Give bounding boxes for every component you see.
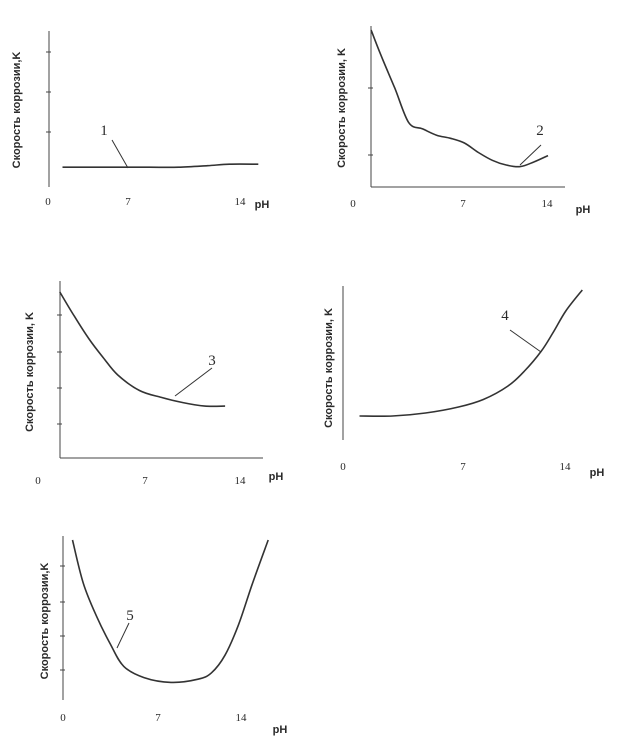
y-axis-label: Скорость коррозии,K [11, 52, 23, 169]
series-line-4 [359, 289, 583, 418]
chart-panel-4: Скорость коррозии, K 0 7 14 pH 4 [323, 286, 604, 479]
x-tick-label: 0 [35, 475, 41, 487]
x-tick-label: 14 [235, 196, 247, 208]
curve-label: 5 [126, 608, 134, 624]
x-axis-label: pH [269, 471, 284, 483]
curve-leader-line [509, 329, 542, 353]
x-tick-label: 14 [235, 475, 247, 487]
y-axis-label: Скорость коррозии, K [336, 48, 348, 168]
x-tick-label: 0 [45, 196, 51, 208]
curve-leader-line [519, 144, 542, 166]
y-axis-label: Скорость коррозии,K [39, 563, 51, 680]
x-axis-label: pH [273, 724, 288, 736]
y-axis-label: Скорость коррозии, K [323, 308, 335, 428]
curve-label: 2 [536, 123, 544, 139]
series-line-5 [71, 539, 269, 684]
y-axis-label: Скорость коррозии, K [24, 312, 36, 432]
x-axis-label: pH [576, 204, 591, 216]
curve-label: 1 [100, 123, 108, 139]
chart-panel-3: Скорость коррозии, K 0 7 14 pH 3 [24, 281, 283, 487]
x-tick-label: 14 [542, 198, 554, 210]
curve-leader-line [174, 367, 213, 397]
curve-label: 4 [501, 308, 509, 324]
curve-label: 3 [208, 353, 216, 369]
x-tick-label: 7 [460, 461, 466, 473]
x-axis-label: pH [590, 467, 605, 479]
chart-panel-1: Скорость коррозии,K 0 7 14 pH 1 [11, 31, 269, 211]
chart-panel-5: Скорость коррозии,K 0 7 14 pH 5 [39, 536, 287, 736]
x-tick-label: 7 [460, 198, 466, 210]
x-tick-label: 0 [340, 461, 346, 473]
curve-leader-line [116, 622, 130, 649]
x-tick-label: 0 [350, 198, 356, 210]
x-tick-label: 7 [155, 712, 161, 724]
series-line-2 [370, 29, 549, 168]
x-axis-label: pH [255, 199, 270, 211]
x-tick-label: 7 [125, 196, 131, 208]
series-line-1 [62, 163, 259, 169]
chart-panel-2: Скорость коррозии, K 0 7 14 pH 2 [336, 26, 590, 216]
x-tick-label: 7 [142, 475, 148, 487]
x-tick-label: 0 [60, 712, 66, 724]
series-line-3 [59, 291, 226, 408]
x-tick-label: 14 [560, 461, 572, 473]
curve-leader-line [111, 139, 129, 169]
x-tick-label: 14 [236, 712, 248, 724]
